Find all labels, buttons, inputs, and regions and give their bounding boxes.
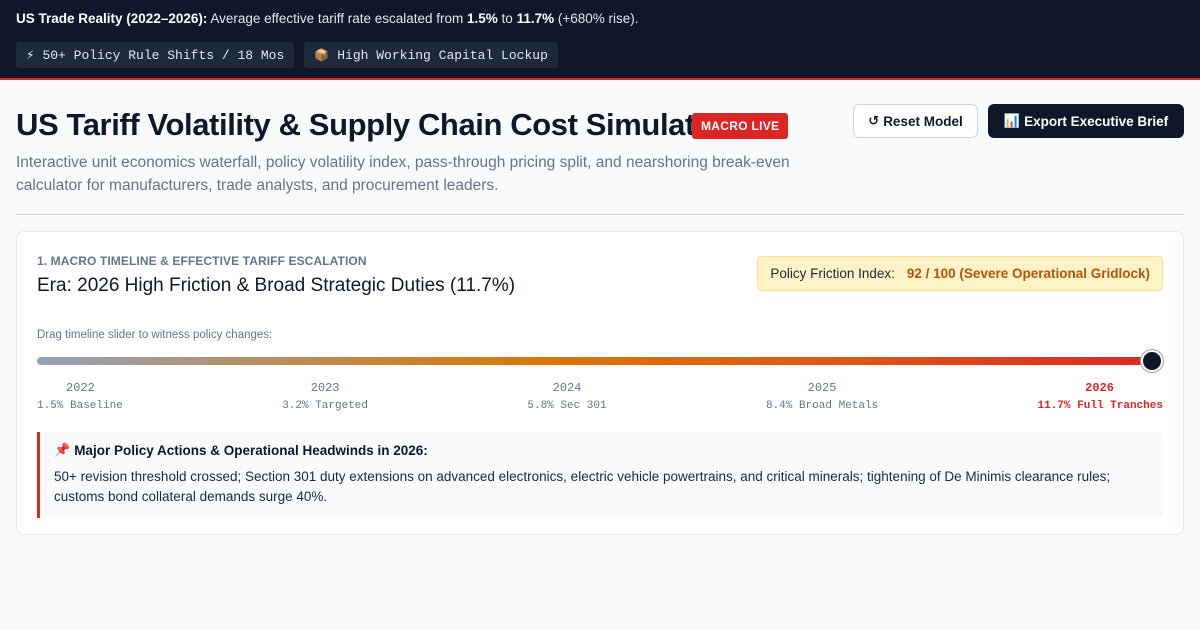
header-divider [16,214,1184,215]
tick-2025[interactable]: 2025 8.4% Broad Metals [766,381,878,412]
tick-2022[interactable]: 2022 1.5% Baseline [37,381,123,412]
export-brief-button[interactable]: 📊 Export Executive Brief [988,104,1184,138]
policy-body: 50+ revision threshold crossed; Section … [54,469,1111,504]
tick-desc: 1.5% Baseline [37,400,123,412]
tag-label: 50+ Policy Rule Shifts / 18 Mos [42,47,285,63]
top-banner: US Trade Reality (2022–2026): Average ef… [0,0,1200,80]
tick-year: 2023 [310,381,340,395]
policy-actions-callout: 📌 Major Policy Actions & Operational Hea… [37,432,1163,518]
banner-text-2: to [497,11,517,26]
policy-title: 📌 Major Policy Actions & Operational Hea… [54,443,428,458]
tag-working-capital: 📦 High Working Capital Lockup [304,42,558,68]
tick-desc: 11.7% Full Tranches [1037,400,1163,412]
timeline-card: 1. Macro Timeline & Effective Tariff Esc… [16,231,1184,535]
tick-desc: 3.2% Targeted [282,400,369,412]
tick-year: 2025 [807,381,837,395]
tick-2023[interactable]: 2023 3.2% Targeted [282,381,368,412]
tick-year: 2026 [1085,381,1114,395]
slider-hint: Drag timeline slider to witness policy c… [37,329,273,341]
reset-icon: ↺ [868,113,880,129]
policy-title-text: Major Policy Actions & Operational Headw… [74,443,428,458]
banner-summary: US Trade Reality (2022–2026): Average ef… [16,11,639,26]
pin-icon: 📌 [54,443,71,458]
banner-tags: ⚡ 50+ Policy Rule Shifts / 18 Mos 📦 High… [16,42,558,68]
friction-value: 92 / 100 (Severe Operational Gridlock) [906,266,1150,281]
banner-rate-from: 1.5% [467,11,498,26]
status-badge: MACRO LIVE [692,113,789,139]
tag-label: High Working Capital Lockup [337,47,548,63]
tag-policy-shifts: ⚡ 50+ Policy Rule Shifts / 18 Mos [16,42,295,68]
policy-friction-index: Policy Friction Index: 92 / 100 (Severe … [757,256,1163,291]
reset-label: Reset Model [883,113,963,129]
banner-rate-to: 11.7% [516,11,555,26]
tick-2024[interactable]: 2024 5.8% Sec 301 [527,381,606,412]
tick-year: 2022 [66,381,95,395]
banner-text-1: Average effective tariff rate escalated … [207,11,468,26]
export-label: Export Executive Brief [1024,113,1169,129]
friction-label: Policy Friction Index: [770,266,895,281]
page-title: US Tariff Volatility & Supply Chain Cost… [16,107,726,142]
page-subtitle: Interactive unit economics waterfall, po… [16,154,790,194]
banner-text-3: (+680% rise). [554,11,639,26]
tick-2026[interactable]: 2026 11.7% Full Tranches [1038,381,1163,412]
era-title: Era: 2026 High Friction & Broad Strategi… [37,275,516,296]
timeline-ticks: 2022 1.5% Baseline 2023 3.2% Targeted 20… [37,381,1163,412]
lightning-icon: ⚡ [26,48,35,62]
package-icon: 📦 [314,48,330,62]
banner-lead: US Trade Reality (2022–2026): [16,11,208,26]
section-label: 1. Macro Timeline & Effective Tariff Esc… [37,254,367,268]
tick-year: 2024 [552,381,582,395]
tick-desc: 8.4% Broad Metals [765,400,879,412]
reset-model-button[interactable]: ↺ Reset Model [853,104,978,138]
tick-desc: 5.8% Sec 301 [527,400,607,412]
timeline-slider-track[interactable] [37,357,1163,365]
chart-icon: 📊 [1003,113,1021,129]
timeline-slider-thumb[interactable] [1141,350,1163,372]
